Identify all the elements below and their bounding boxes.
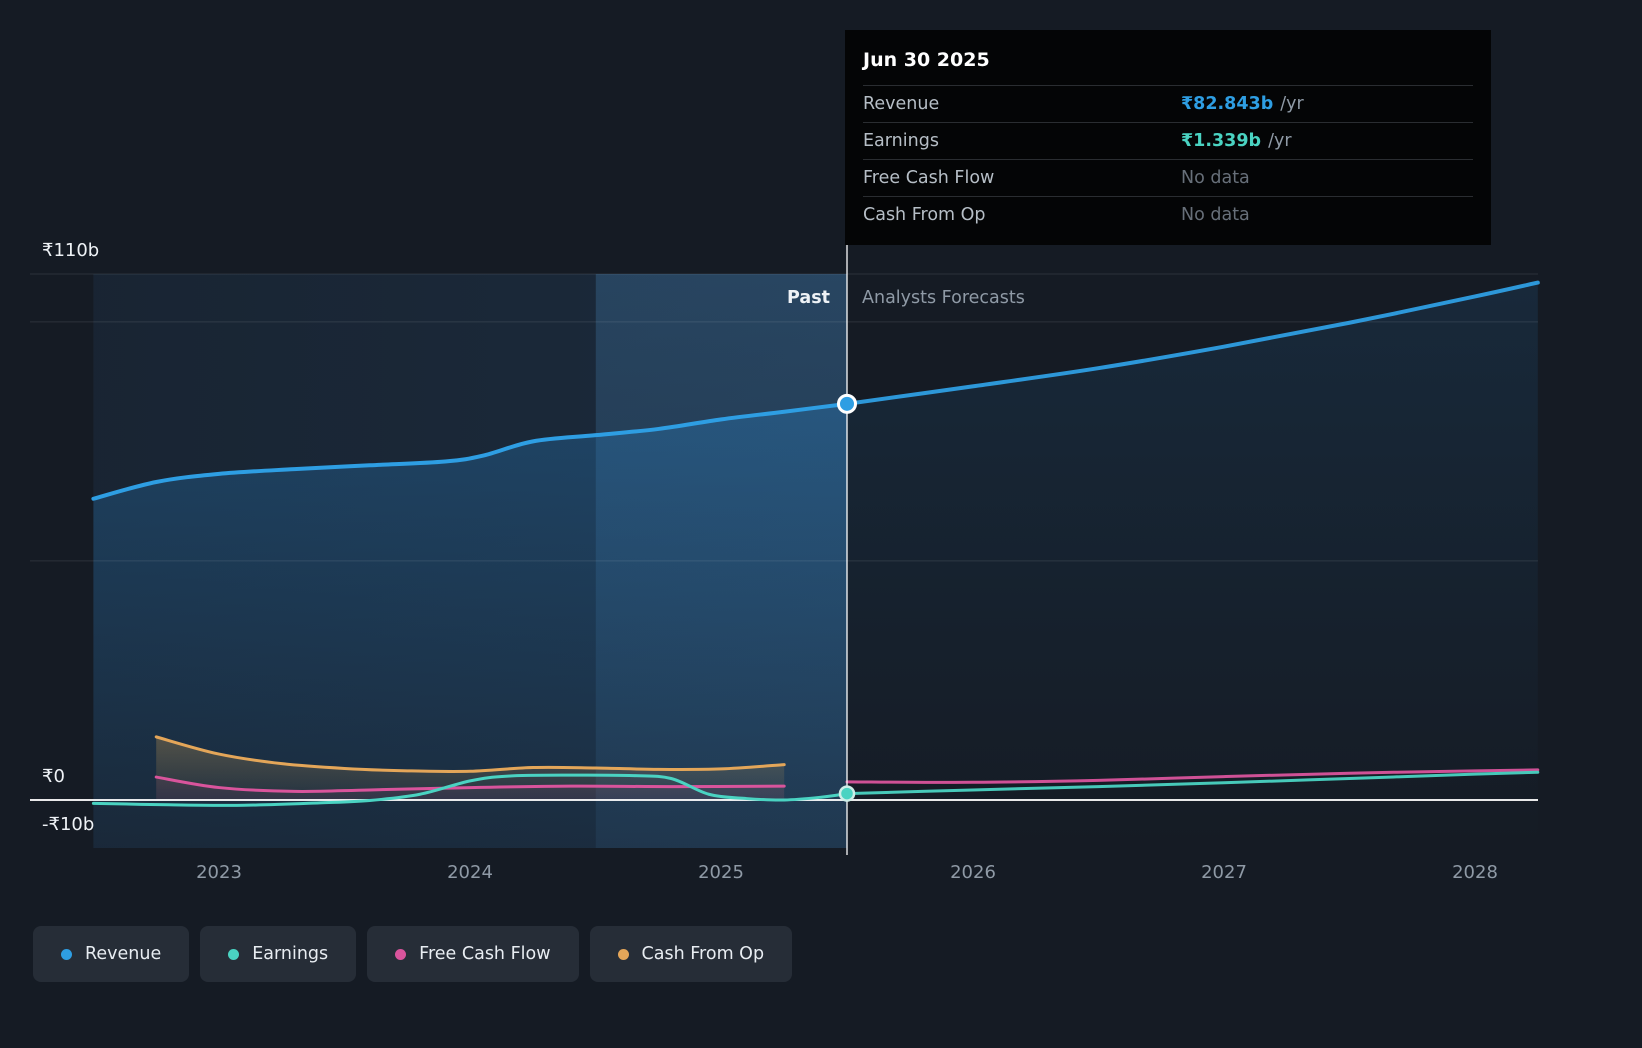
y-axis-label-110b: ₹110b <box>42 240 100 261</box>
cash-from-op-line-past <box>154 735 786 774</box>
legend-item-cash-from-op[interactable]: Cash From Op <box>589 926 793 982</box>
past-label: Past <box>787 288 830 308</box>
legend-label-cash-from-op: Cash From Op <box>641 944 765 964</box>
x-tick-2023: 2023 <box>196 862 242 883</box>
tooltip: Jun 30 2025 Revenue ₹82.843b/yr Earnings… <box>845 30 1491 245</box>
legend: Revenue Earnings Free Cash Flow Cash Fro… <box>33 926 793 982</box>
legend-item-earnings[interactable]: Earnings <box>200 926 357 982</box>
legend-item-free-cash-flow[interactable]: Free Cash Flow <box>367 926 579 982</box>
tooltip-value: ₹82.843b/yr <box>1181 94 1304 114</box>
earnings-dot-icon <box>228 948 240 960</box>
earnings-marker <box>838 785 856 802</box>
legend-label-free-cash-flow: Free Cash Flow <box>419 944 551 964</box>
tooltip-value: ₹1.339b/yr <box>1181 131 1292 151</box>
x-tick-2028: 2028 <box>1452 862 1498 883</box>
earnings-line-past <box>91 773 849 807</box>
revenue-marker <box>837 393 857 414</box>
y-axis-label-neg10b: -₹10b <box>42 814 95 835</box>
free-cash-flow-line-past <box>154 775 786 793</box>
legend-item-revenue[interactable]: Revenue <box>33 926 190 982</box>
tooltip-row-earnings: Earnings ₹1.339b/yr <box>863 122 1473 159</box>
tooltip-value: No data <box>1181 205 1250 225</box>
x-tick-2026: 2026 <box>950 862 996 883</box>
revenue-line-forecast <box>845 280 1540 406</box>
revenue-past-area <box>93 403 847 848</box>
tooltip-row-free-cash-flow: Free Cash Flow No data <box>863 159 1473 196</box>
legend-label-revenue: Revenue <box>85 944 162 964</box>
tooltip-date: Jun 30 2025 <box>863 49 990 71</box>
tooltip-label: Cash From Op <box>863 205 986 225</box>
tooltip-row-cash-from-op: Cash From Op No data <box>863 196 1473 233</box>
tooltip-label: Earnings <box>863 131 939 151</box>
tooltip-value: No data <box>1181 168 1250 188</box>
tooltip-label: Revenue <box>863 94 940 114</box>
revenue-dot-icon <box>61 948 72 960</box>
free-cash-flow-line-forecast <box>845 768 1540 784</box>
y-axis-label-0: ₹0 <box>42 766 65 787</box>
x-tick-2025: 2025 <box>698 862 744 883</box>
cash-from-op-dot-icon <box>617 948 629 960</box>
x-tick-2027: 2027 <box>1201 862 1247 883</box>
tooltip-label: Free Cash Flow <box>863 168 995 188</box>
cash-from-op-area <box>156 736 785 800</box>
tooltip-row-revenue: Revenue ₹82.843b/yr <box>863 85 1473 122</box>
legend-label-earnings: Earnings <box>252 944 329 964</box>
revenue-line-past <box>91 401 849 501</box>
free-cash-flow-dot-icon <box>395 948 407 960</box>
analysts-forecasts-label: Analysts Forecasts <box>862 288 1025 308</box>
earnings-line-forecast <box>845 770 1540 796</box>
x-tick-2024: 2024 <box>447 862 493 883</box>
revenue-forecast-area <box>847 282 1538 848</box>
